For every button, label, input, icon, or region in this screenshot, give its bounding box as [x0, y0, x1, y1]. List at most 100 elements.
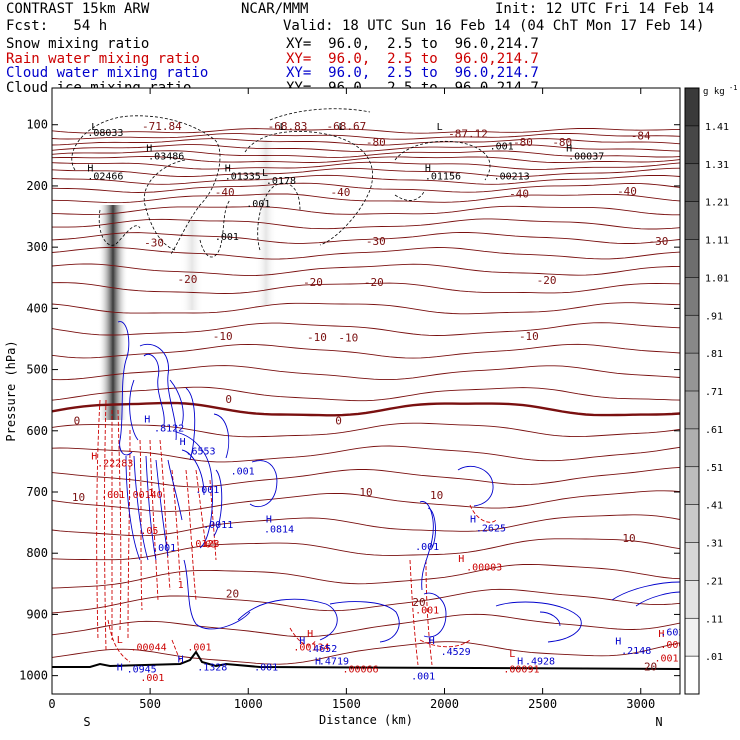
y-tick-label: 600 — [26, 424, 48, 438]
snow-isoline — [71, 115, 221, 256]
snow-label: H — [146, 143, 152, 154]
cloud-water-isoline — [117, 321, 133, 456]
temperature-isotherm — [52, 205, 680, 216]
cloud-water-label: H — [266, 514, 272, 525]
cloud-water-label: .4928 — [525, 656, 555, 667]
rain-label: H — [458, 554, 464, 565]
y-tick-label: 900 — [26, 607, 48, 621]
colorbar-cell — [685, 353, 699, 392]
rain-isoline — [104, 399, 107, 651]
rain-label: .00066 — [342, 664, 378, 675]
xy-cloud-water: XY= 96.0, 2.5 to 96.0,214.7 — [286, 65, 539, 81]
org-title: NCAR/MMM — [241, 1, 309, 17]
temperature-isotherm — [52, 156, 680, 164]
temperature-contour-label: -20 — [537, 274, 557, 287]
cloud-water-label: .001 — [152, 543, 176, 554]
rain-isoline — [469, 504, 497, 523]
temperature-isotherm — [52, 538, 680, 561]
temperature-isotherm — [52, 174, 680, 185]
rain-label: .22283 — [97, 459, 133, 470]
rain-isoline — [425, 559, 433, 666]
temperature-contour-label: -40 — [331, 186, 351, 199]
terrain-surface — [52, 650, 680, 670]
cloud-water-isoline — [175, 431, 213, 549]
temperature-isotherm — [52, 401, 680, 417]
y-tick-label: 700 — [26, 485, 48, 499]
cloud-water-label: .0945 — [127, 664, 157, 675]
cloud-water-label: .001 — [415, 542, 439, 553]
temperature-contour-label: 20 — [226, 588, 239, 601]
cloud-water-isoline — [167, 459, 183, 521]
x-tick-label: 500 — [139, 697, 161, 711]
temperature-isotherm — [52, 247, 680, 260]
x-axis-label: Distance (km) — [319, 713, 413, 727]
south-end-label: S — [83, 715, 90, 729]
rain-label: .00003 — [466, 563, 502, 574]
terrain-line — [52, 650, 680, 670]
x-tick-label: 0 — [48, 697, 55, 711]
temperature-contour-label: 20 — [644, 660, 657, 673]
colorbar: 1.41 1.31 1.21 1.11 1.01 .91 .81 .71 .61 .51 .41 .3… — [684, 84, 737, 695]
cloud-water-label: .2148 — [621, 646, 651, 657]
cloud-water-isoline — [423, 592, 447, 638]
cloud-water-isoline — [213, 413, 230, 459]
colorbar-cell — [685, 125, 699, 165]
rain-label: .00091 — [503, 664, 539, 675]
snow-label: L — [91, 122, 97, 133]
temperature-contour-label: -10 — [519, 330, 539, 343]
rain-contours — [96, 399, 497, 666]
temperature-contour-label: -10 — [213, 330, 233, 343]
snow-isoline — [199, 199, 231, 258]
colorbar-cell — [685, 504, 699, 543]
snow-label: .001 — [246, 199, 270, 210]
model-title: CONTRAST 15km ARW — [6, 1, 150, 17]
snow-label: .02466 — [87, 172, 123, 183]
rain-label: H — [307, 629, 313, 640]
colorbar-label: .11 — [705, 614, 723, 625]
colorbar-cell — [685, 277, 699, 316]
rain-isoline — [419, 639, 471, 648]
cloud-water-label: .001 — [231, 467, 255, 478]
cloud-water-isoline — [427, 507, 436, 549]
temperature-isotherm — [52, 343, 680, 359]
x-tick-label: 1000 — [234, 697, 263, 711]
temperature-contour-label: -20 — [303, 276, 323, 289]
cloud-water-label: H — [144, 415, 150, 426]
temperature-contour-label: -71.84 — [142, 120, 182, 133]
temperature-isotherm — [52, 282, 680, 294]
temperature-isotherm — [52, 386, 680, 402]
rain-isoline — [117, 409, 122, 631]
colorbar-label: 1.11 — [705, 236, 729, 247]
cloud-water-contours — [117, 321, 680, 643]
colorbar-label: .81 — [705, 349, 723, 360]
temperature-contour-label: 10 — [622, 532, 635, 545]
temperature-contour-label: -87.12 — [448, 127, 488, 140]
valid-time: Valid: 18 UTC Sun 16 Feb 14 (04 ChT Mon … — [283, 18, 705, 34]
cloud-water-isoline — [185, 387, 196, 461]
cloud-water-label: .001 — [411, 672, 435, 683]
colorbar-cell — [685, 656, 699, 695]
snow-label: .03486 — [148, 151, 184, 162]
snow-label: .001 — [490, 142, 514, 153]
temperature-contour-label: -68.83 — [268, 120, 308, 133]
y-tick-label: 200 — [26, 179, 48, 193]
rain-label: 05 — [205, 539, 217, 550]
temperature-contour-label: -84 — [631, 130, 651, 143]
temperature-contour-label: -80 — [513, 136, 533, 149]
rain-label: 1 — [148, 488, 154, 499]
temperature-isotherm — [52, 641, 680, 665]
temperature-contours — [52, 127, 680, 665]
x-tick-label: 2000 — [430, 697, 459, 711]
cloud-water-label: .4652 — [307, 644, 337, 655]
colorbar-cell — [685, 201, 699, 240]
snow-label: L — [437, 122, 443, 133]
rain-label: 1 — [178, 580, 184, 591]
snow-label: L — [339, 122, 345, 133]
colorbar-cell — [685, 88, 699, 127]
temperature-contour-label: -68.67 — [327, 120, 367, 133]
contour-labels: -71.84 -68.83 -68.67 -87.12 -80 -80 -84 -80 -40 -… — [72, 120, 680, 684]
colorbar-cell — [685, 163, 699, 203]
temperature-contour-label: -30 — [648, 235, 668, 248]
rain-isoline — [96, 399, 101, 641]
rain-isoline — [139, 439, 143, 611]
